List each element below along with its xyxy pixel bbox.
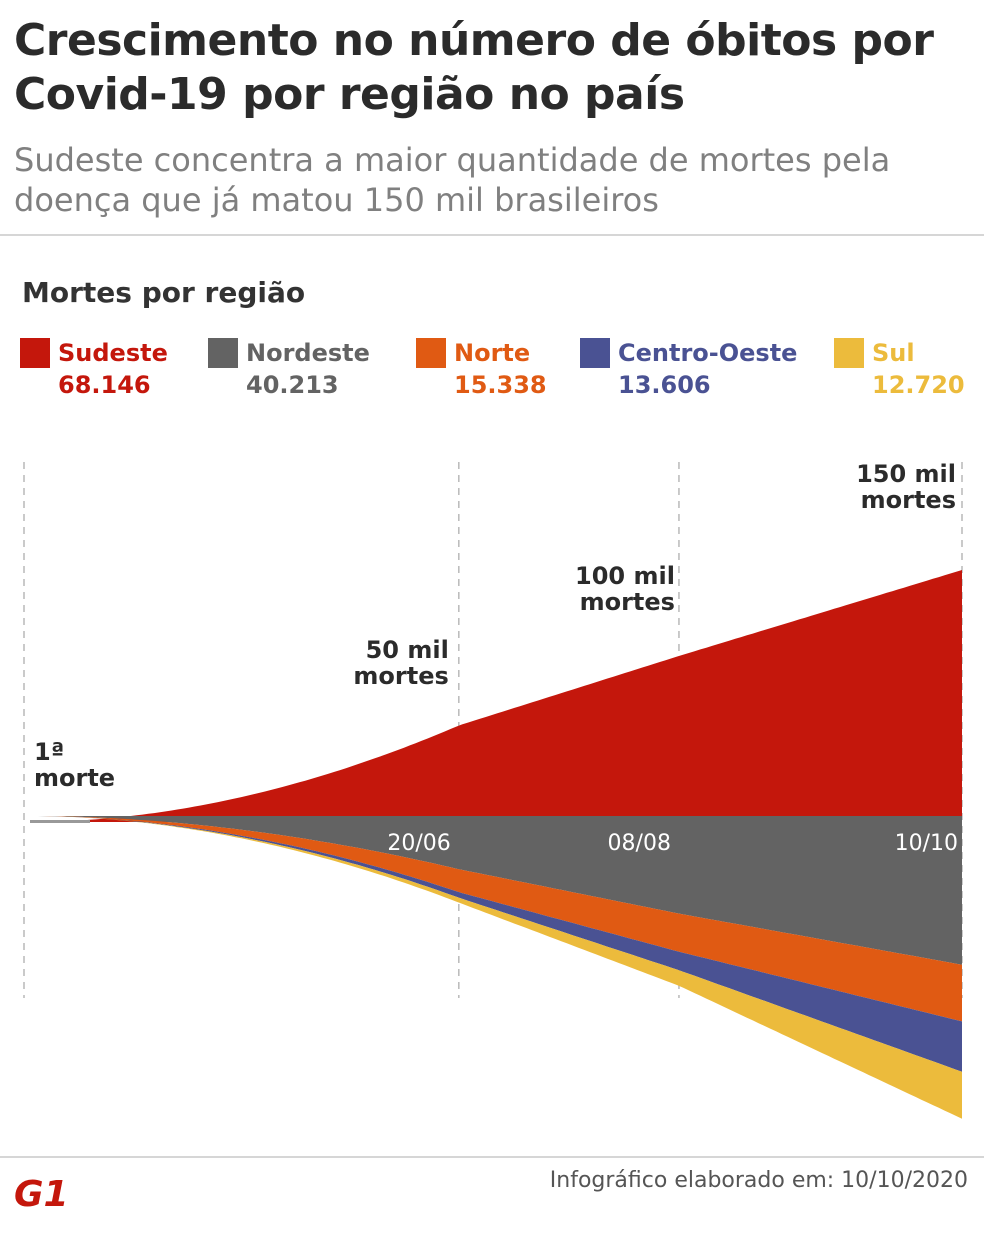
footer-divider — [0, 1156, 984, 1158]
chart-title: Crescimento no número de óbitos por Covi… — [14, 15, 934, 120]
area-nordeste — [32, 816, 962, 965]
legend-value-centro-oeste: 13.606 — [618, 371, 711, 399]
legend-swatch-sudeste — [20, 338, 50, 368]
footer-credit: Infográfico elaborado em: 10/10/2020 — [549, 1168, 968, 1193]
header-divider — [0, 234, 984, 236]
milestone-annotation: 50 mil mortes — [353, 636, 448, 690]
x-tick-label: 08/08 — [608, 831, 671, 856]
legend-swatch-sul — [834, 338, 864, 368]
legend-name-nordeste: Nordeste — [246, 339, 370, 367]
streamgraph-chart: 20/06 08/08 10/10 1ª morte 50 mil mortes 100 mi… — [23, 460, 963, 1119]
milestone-annotation: 150 mil mortes — [856, 460, 956, 514]
legend-name-centro-oeste: Centro-Oeste — [618, 339, 798, 367]
chart-subtitle: Sudeste concentra a maior quantidade de … — [14, 141, 891, 219]
milestone-annotation: 100 mil mortes — [575, 562, 675, 616]
first-death-stub — [30, 820, 90, 823]
legend-swatch-nordeste — [208, 338, 238, 368]
legend-value-sul: 12.720 — [872, 371, 965, 399]
legend-swatch-centro-oeste — [580, 338, 610, 368]
x-tick-label: 20/06 — [387, 831, 450, 856]
g1-logo-text: G1 — [14, 1174, 69, 1212]
legend-value-nordeste: 40.213 — [246, 371, 339, 399]
legend-swatch-norte — [416, 338, 446, 368]
legend-name-sudeste: Sudeste — [58, 339, 168, 367]
g1-logo: G1 — [14, 1174, 69, 1212]
area-sudeste — [32, 570, 962, 822]
legend-value-sudeste: 68.146 — [58, 371, 151, 399]
x-tick-label: 10/10 — [895, 831, 958, 856]
legend-title: Mortes por região — [22, 276, 306, 309]
legend-name-sul: Sul — [872, 339, 915, 367]
legend-value-norte: 15.338 — [454, 371, 547, 399]
milestone-annotation: 1ª morte — [34, 738, 115, 792]
legend-name-norte: Norte — [454, 339, 531, 367]
